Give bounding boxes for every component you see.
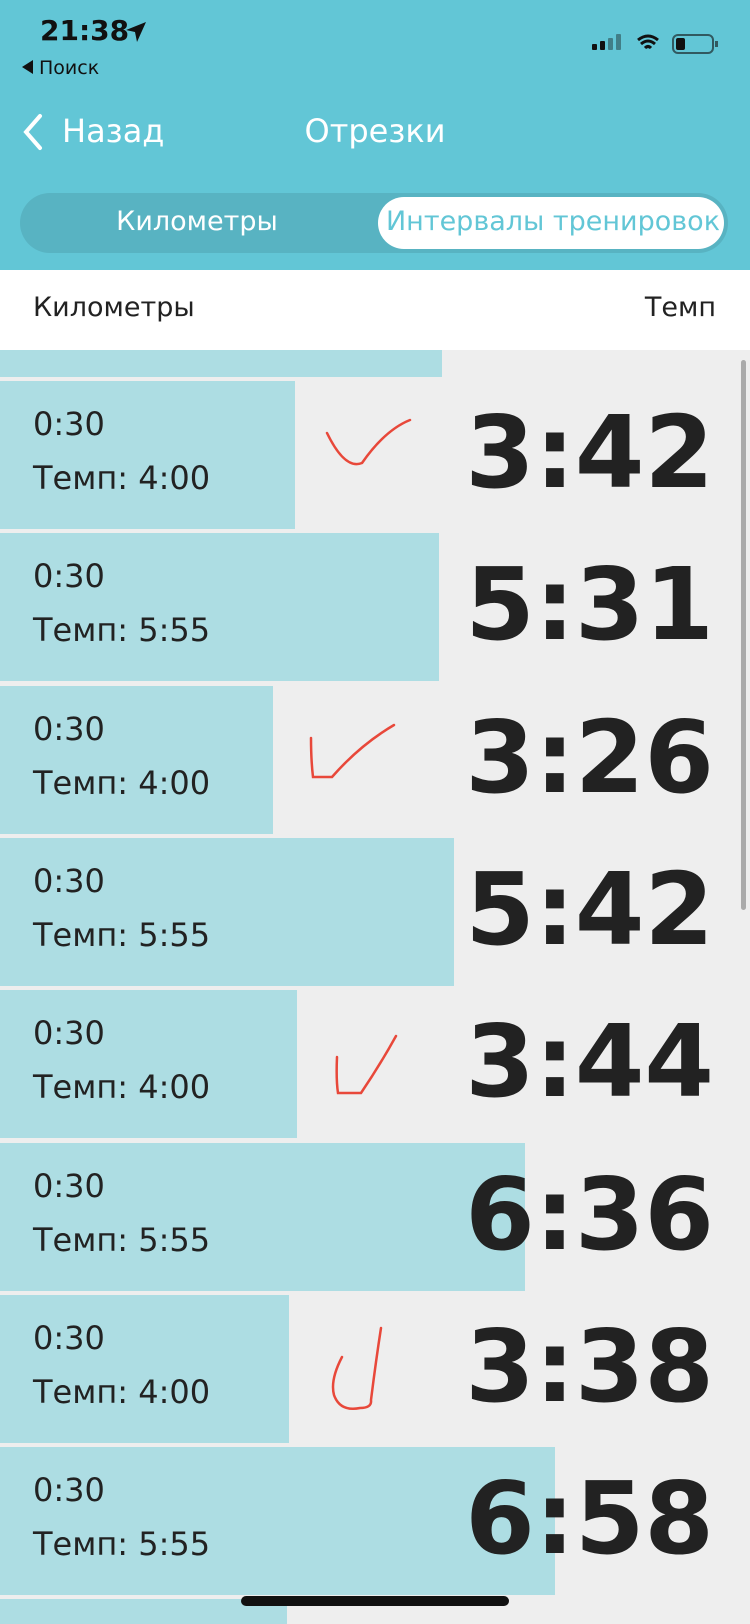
pace: 3:38 — [465, 1307, 714, 1425]
nav-title: Отрезки — [304, 112, 446, 150]
duration: 0:30 — [33, 1166, 105, 1205]
target-pace: Темп: 4:00 — [33, 1068, 211, 1107]
target-pace: Темп: 4:00 — [33, 763, 211, 802]
status-icons — [592, 34, 718, 54]
segment-option[interactable]: Километры — [116, 206, 278, 237]
pace-bar — [0, 1294, 290, 1443]
segment-selected-bg — [378, 197, 724, 249]
duration: 0:30 — [33, 1014, 105, 1053]
pace-bar — [0, 1142, 526, 1291]
duration: 0:30 — [33, 1471, 105, 1510]
pace-bar — [0, 533, 440, 682]
back-chevron[interactable] — [18, 112, 48, 152]
status-time: 21:38 — [40, 14, 130, 47]
pace: 3:42 — [465, 394, 714, 511]
target-pace: Темп: 4:00 — [33, 1372, 211, 1411]
home-indicator — [241, 1596, 509, 1606]
pace: 5:31 — [465, 546, 714, 664]
pace-bar — [0, 837, 454, 986]
target-pace: Темп: 5:55 — [33, 915, 211, 954]
pace: 6:36 — [465, 1155, 714, 1273]
pace: 6:58 — [465, 1460, 714, 1578]
column-header: Километры — [33, 292, 195, 323]
location-icon — [126, 22, 146, 42]
duration: 0:30 — [33, 861, 105, 900]
column-header: Темп — [644, 292, 716, 323]
pace: 3:44 — [465, 1003, 714, 1121]
partial-row — [0, 1599, 287, 1624]
target-pace: Темп: 4:00 — [33, 459, 211, 497]
target-pace: Темп: 5:55 — [33, 1220, 211, 1259]
partial-row — [0, 350, 442, 377]
pace-bar — [0, 685, 274, 834]
segment-option[interactable]: Интервалы тренировок — [385, 206, 721, 237]
pace-bar — [0, 990, 298, 1139]
pace: 3:26 — [465, 698, 714, 816]
back-to-app[interactable]: Поиск — [22, 57, 99, 79]
duration: 0:30 — [33, 1318, 105, 1357]
duration: 0:30 — [33, 557, 105, 596]
target-pace: Темп: 5:55 — [33, 1525, 211, 1564]
duration: 0:30 — [33, 405, 105, 443]
target-pace: Темп: 5:55 — [33, 611, 211, 650]
back-button[interactable]: Назад — [62, 112, 165, 150]
table-header — [0, 270, 750, 350]
pace: 5:42 — [465, 850, 714, 968]
pace-bar — [0, 381, 295, 529]
pace-bar — [0, 1447, 555, 1596]
duration: 0:30 — [33, 709, 105, 748]
scrollbar — [741, 360, 746, 910]
